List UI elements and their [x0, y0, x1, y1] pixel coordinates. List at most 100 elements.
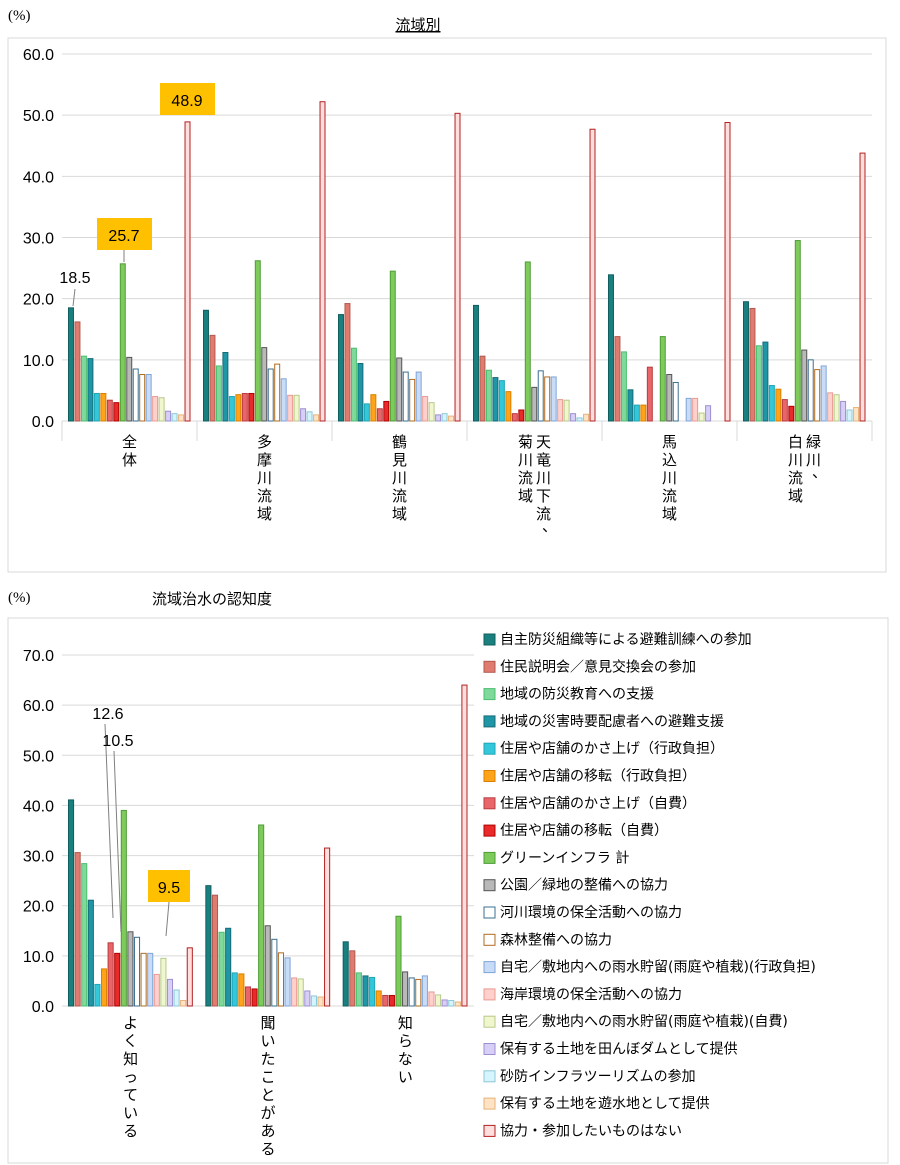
c2-bar [264, 925, 271, 1007]
c2-bar [388, 994, 395, 1007]
legend-entry-label: 河川環境の保全活動への協力 [500, 904, 682, 921]
c1-bar [126, 356, 133, 422]
c1-bar [454, 112, 461, 422]
legend-entry-label: 自宅／敷地内への雨水貯留(雨庭や植栽)(行政負担) [500, 959, 816, 976]
svg-text:12.6: 12.6 [92, 706, 123, 723]
legend-entry-label: 協力・参加したいものはない [500, 1122, 682, 1139]
c2-bar [74, 852, 81, 1007]
c1-bar [762, 341, 769, 422]
c2-bar [94, 983, 101, 1007]
c1-bar [659, 336, 666, 422]
c2-bar [238, 973, 245, 1007]
c1-bar [254, 260, 261, 422]
svg-text:18.5: 18.5 [59, 270, 90, 287]
c1-bar [241, 392, 248, 422]
c2-bar [428, 991, 435, 1007]
c1-bar [640, 404, 647, 422]
c2-bar [114, 952, 121, 1007]
c1-bar [389, 270, 396, 422]
c1-bar [479, 355, 486, 422]
legend-swatch [483, 633, 496, 646]
c1-bar [627, 389, 634, 422]
c2-bar [180, 999, 187, 1007]
chart1-title: 流域別 [395, 16, 440, 34]
chart1-plot-frame [7, 37, 887, 573]
c1-bar [106, 399, 113, 422]
chart2-plot-frame [7, 617, 889, 1164]
c1-bar [152, 396, 159, 422]
c1-category-label: 多摩川流域 [257, 433, 272, 523]
c2-bar [120, 809, 127, 1007]
c2-bar [461, 684, 468, 1007]
legend-entry-label: 住民説明会／意見交換会の参加 [500, 658, 696, 675]
c2-bar [454, 1001, 461, 1007]
chart2-title: 流域治水の認知度 [152, 590, 272, 608]
c2-category-label: 聞いたことがある [260, 1014, 275, 1158]
c2-y-tick-label: 70.0 [23, 648, 54, 665]
c1-bar [685, 397, 692, 422]
legend-entry-label: 保有する土地を田んぼダムとして提供 [500, 1042, 738, 1058]
c1-bar [235, 394, 242, 422]
c1-bar [511, 413, 518, 422]
c1-bar [370, 394, 377, 422]
c1-bar [93, 392, 100, 422]
c2-category-label: よく知っている [123, 1014, 138, 1140]
c1-bar [300, 408, 307, 422]
legend-swatch [483, 660, 496, 673]
chart1-callout-48-9: 48.9 [160, 83, 215, 115]
c2-bar [317, 996, 324, 1007]
c1-y-tick-label: 20.0 [23, 292, 54, 309]
legend-entry-label: 住居や店舗のかさ上げ（行政負担） [500, 741, 724, 757]
c1-bar [344, 303, 351, 422]
c1-bar [550, 376, 557, 422]
chart2-y-unit: (%) [8, 590, 31, 606]
c1-bar [158, 397, 165, 422]
c2-bar [251, 988, 258, 1007]
c1-bar [145, 374, 152, 422]
c2-category-label: 知らない [398, 1014, 413, 1086]
c1-bar [614, 336, 621, 422]
c2-bar [211, 894, 219, 1007]
c1-bar [672, 381, 679, 422]
chart2-callout-12-6: 12.6 [92, 706, 124, 919]
c2-bar [160, 957, 167, 1007]
c2-bar [297, 978, 304, 1007]
c2-y-tick-label: 10.0 [23, 949, 54, 966]
legend-entry-label: 住居や店舗の移転（行政負担） [500, 769, 696, 785]
c1-bar [833, 394, 840, 422]
legend-swatch [483, 1070, 496, 1083]
c1-bar [570, 413, 577, 422]
c2-bar [147, 952, 154, 1007]
c1-bar [119, 263, 126, 422]
c2-y-tick-label: 20.0 [23, 899, 54, 916]
c1-bar [357, 363, 364, 422]
c1-bar [589, 128, 596, 422]
chart2-callout-9-5: 9.5 [148, 870, 190, 937]
c2-y-tick-label: 30.0 [23, 849, 54, 866]
c1-y-tick-label: 30.0 [23, 231, 54, 248]
c2-bar [173, 989, 180, 1007]
c1-bar [215, 365, 222, 422]
c1-bar [139, 374, 146, 422]
c1-bar [428, 402, 435, 422]
c1-bar [415, 371, 422, 422]
legend-swatch [483, 824, 496, 837]
c1-y-tick-label: 10.0 [23, 353, 54, 370]
svg-text:48.9: 48.9 [171, 93, 202, 110]
c2-bar [107, 942, 114, 1007]
c1-bar [698, 412, 705, 422]
c1-bar [396, 357, 403, 422]
c1-bar [692, 397, 699, 422]
c1-bar [293, 394, 300, 422]
legend-entry-label: 地域の災害時要配慮者への避難支援 [500, 714, 724, 730]
c2-bar [205, 885, 212, 1007]
c2-bar [140, 952, 147, 1007]
c1-bar [306, 411, 313, 422]
c2-y-tick-label: 0.0 [32, 999, 54, 1016]
c2-bar [349, 950, 356, 1007]
c2-bar [68, 799, 75, 1007]
c1-bar [74, 321, 81, 422]
c1-bar [338, 314, 344, 422]
c1-bar [608, 274, 614, 422]
legend-entry-label: グリーンインフラ 計 [500, 850, 629, 866]
